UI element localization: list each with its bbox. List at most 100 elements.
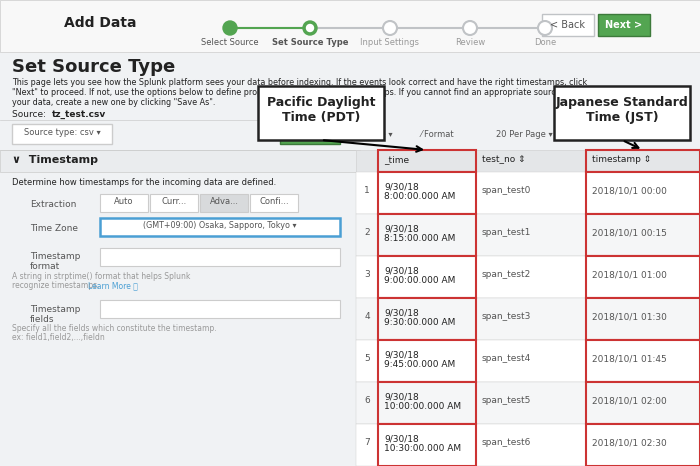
Circle shape xyxy=(223,21,237,35)
Text: 2018/10/1 01:45: 2018/10/1 01:45 xyxy=(592,354,666,363)
Text: 2018/10/1 01:00: 2018/10/1 01:00 xyxy=(592,270,667,279)
Text: 2018/10/1 02:30: 2018/10/1 02:30 xyxy=(592,438,666,447)
Text: 1: 1 xyxy=(364,186,370,195)
Bar xyxy=(356,256,700,298)
Text: 1: 1 xyxy=(629,128,635,137)
Text: This page lets you see how the Splunk platform sees your data before indexing. I: This page lets you see how the Splunk pl… xyxy=(12,78,587,87)
Text: 4: 4 xyxy=(364,312,370,321)
Bar xyxy=(356,298,700,340)
Text: test_no ⇕: test_no ⇕ xyxy=(482,155,526,164)
Bar xyxy=(586,382,700,424)
Text: Timestamp: Timestamp xyxy=(30,252,80,261)
Text: < Back: < Back xyxy=(550,20,585,30)
Text: Input Settings: Input Settings xyxy=(360,38,419,47)
Text: 2: 2 xyxy=(644,130,650,139)
Bar xyxy=(0,52,700,466)
Text: Learn More ⧉: Learn More ⧉ xyxy=(88,281,138,290)
Text: format: format xyxy=(30,262,60,271)
Bar xyxy=(100,218,340,236)
Text: 9:30:00.000 AM: 9:30:00.000 AM xyxy=(384,318,456,327)
Text: 10:30:00.000 AM: 10:30:00.000 AM xyxy=(384,444,461,453)
Text: 3: 3 xyxy=(364,270,370,279)
Bar xyxy=(356,340,700,382)
Bar xyxy=(356,424,700,466)
Bar xyxy=(624,126,640,140)
Text: Next >: Next > xyxy=(656,130,685,139)
Circle shape xyxy=(307,25,314,32)
Circle shape xyxy=(303,21,317,35)
Text: _time: _time xyxy=(384,155,409,164)
Text: Add Data: Add Data xyxy=(64,16,136,30)
Bar xyxy=(598,14,650,36)
Bar xyxy=(258,86,384,140)
Text: Adva...: Adva... xyxy=(209,197,239,206)
Text: Determine how timestamps for the incoming data are defined.: Determine how timestamps for the incomin… xyxy=(12,178,276,187)
Bar xyxy=(0,0,700,52)
Text: Curr...: Curr... xyxy=(162,197,187,206)
Text: 9/30/18: 9/30/18 xyxy=(384,350,419,359)
Text: 9/30/18: 9/30/18 xyxy=(384,266,419,275)
Text: Next >: Next > xyxy=(606,20,643,30)
Text: ⁄ Format: ⁄ Format xyxy=(421,130,454,139)
Text: your data, create a new one by clicking "Save As".: your data, create a new one by clicking … xyxy=(12,98,216,107)
Text: 8:00:00.000 AM: 8:00:00.000 AM xyxy=(384,192,456,201)
Bar xyxy=(100,194,148,212)
Bar xyxy=(586,340,700,382)
Text: ∨  Timestamp: ∨ Timestamp xyxy=(12,155,98,165)
Bar xyxy=(586,172,700,214)
Bar xyxy=(586,298,700,340)
Bar xyxy=(356,120,700,150)
Text: span_test0: span_test0 xyxy=(482,186,531,195)
Text: 2018/10/1 00:15: 2018/10/1 00:15 xyxy=(592,228,667,237)
Text: Done: Done xyxy=(534,38,556,47)
Bar xyxy=(12,124,112,144)
Text: Set Source Type: Set Source Type xyxy=(272,38,349,47)
Circle shape xyxy=(383,21,397,35)
Text: Source type: csv ▾: Source type: csv ▾ xyxy=(24,128,100,137)
Text: A string in strptime() format that helps Splunk: A string in strptime() format that helps… xyxy=(12,272,190,281)
Bar xyxy=(356,172,700,214)
Text: ex: field1,field2,...,fieldn: ex: field1,field2,...,fieldn xyxy=(12,333,105,342)
Text: Select Source: Select Source xyxy=(201,38,259,47)
Text: Save As: Save As xyxy=(287,127,333,137)
Bar xyxy=(356,214,700,256)
Text: 2018/10/1 01:30: 2018/10/1 01:30 xyxy=(592,312,667,321)
Text: 2: 2 xyxy=(364,228,370,237)
Text: 9/30/18: 9/30/18 xyxy=(384,182,419,191)
Bar xyxy=(542,14,594,36)
Text: "Next" to proceed. If not, use the options below to define proper event breaks a: "Next" to proceed. If not, use the optio… xyxy=(12,88,595,97)
Bar xyxy=(356,382,700,424)
Text: timestamp ⇕: timestamp ⇕ xyxy=(592,155,651,164)
Text: Japanese Standard
Time (JST): Japanese Standard Time (JST) xyxy=(556,96,688,124)
Text: Source:: Source: xyxy=(12,110,49,119)
Bar xyxy=(150,194,198,212)
Text: 2018/10/1 02:00: 2018/10/1 02:00 xyxy=(592,396,666,405)
Text: 9:00:00.000 AM: 9:00:00.000 AM xyxy=(384,276,456,285)
Text: span_test2: span_test2 xyxy=(482,270,531,279)
Bar xyxy=(554,86,690,140)
Bar xyxy=(200,194,248,212)
Circle shape xyxy=(538,21,552,35)
Text: Timestamp: Timestamp xyxy=(30,305,80,314)
Text: Extraction: Extraction xyxy=(30,200,76,209)
Text: Set Source Type: Set Source Type xyxy=(12,58,175,76)
Bar xyxy=(378,256,476,298)
Bar xyxy=(378,424,476,466)
Text: 9:45:00.000 AM: 9:45:00.000 AM xyxy=(384,360,455,369)
Text: Time Zone: Time Zone xyxy=(30,224,78,233)
Text: fields: fields xyxy=(30,315,55,324)
Bar xyxy=(586,424,700,466)
Text: Confi...: Confi... xyxy=(259,197,289,206)
Text: 2018/10/1 00:00: 2018/10/1 00:00 xyxy=(592,186,667,195)
Text: 6: 6 xyxy=(364,396,370,405)
Text: 9/30/18: 9/30/18 xyxy=(384,434,419,443)
Text: 10:00:00.000 AM: 10:00:00.000 AM xyxy=(384,402,461,411)
Bar xyxy=(280,122,340,144)
Text: Specify all the fields which constitute the timestamp.: Specify all the fields which constitute … xyxy=(12,324,216,333)
Bar xyxy=(100,300,340,318)
Text: ‹ Prev: ‹ Prev xyxy=(584,130,608,139)
Text: 8:15:00.000 AM: 8:15:00.000 AM xyxy=(384,234,456,243)
Text: recognize timestamps.: recognize timestamps. xyxy=(12,281,102,290)
Bar xyxy=(378,172,476,214)
Bar xyxy=(100,248,340,266)
